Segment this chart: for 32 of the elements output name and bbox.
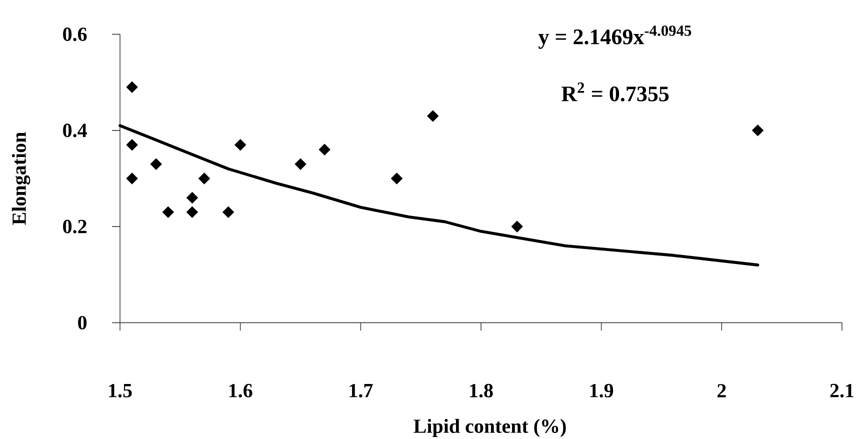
x-tick-label: 1.6 bbox=[229, 384, 252, 398]
annotation: y = 2.1469x$^{-4.0945}$ bbox=[538, 26, 692, 49]
x-tick-label: 2.1 bbox=[830, 384, 854, 398]
y-tick-label: 0.4 bbox=[63, 124, 87, 138]
point bbox=[511, 220, 523, 232]
point bbox=[126, 172, 138, 184]
point bbox=[126, 81, 138, 93]
point bbox=[126, 139, 138, 151]
point bbox=[318, 144, 330, 156]
annotation: R$^{2}$ = 0.7355 bbox=[562, 82, 669, 102]
y-tick-label: 0.2 bbox=[63, 220, 86, 234]
x-tick-label: 1.7 bbox=[350, 384, 373, 398]
y-tick-label: 0.6 bbox=[63, 28, 87, 42]
point bbox=[222, 206, 234, 218]
point bbox=[294, 158, 306, 170]
point bbox=[752, 124, 764, 136]
x-tick-label: 1.8 bbox=[470, 384, 493, 398]
x-tick-label: 2 bbox=[717, 384, 726, 398]
line-series bbox=[118, 124, 760, 266]
point bbox=[162, 206, 174, 218]
point bbox=[150, 158, 162, 170]
x-tick-label: 1.5 bbox=[109, 384, 132, 398]
point bbox=[427, 110, 439, 122]
point bbox=[234, 139, 246, 151]
point bbox=[186, 206, 198, 218]
x-axis-title: Lipid content (%) bbox=[414, 418, 566, 438]
point bbox=[186, 192, 198, 204]
y-axis-title: Elongation bbox=[12, 132, 30, 225]
point bbox=[391, 172, 403, 184]
point bbox=[198, 172, 210, 184]
y-tick-label: 0 bbox=[78, 316, 87, 330]
x-tick-label: 1.9 bbox=[590, 384, 614, 398]
